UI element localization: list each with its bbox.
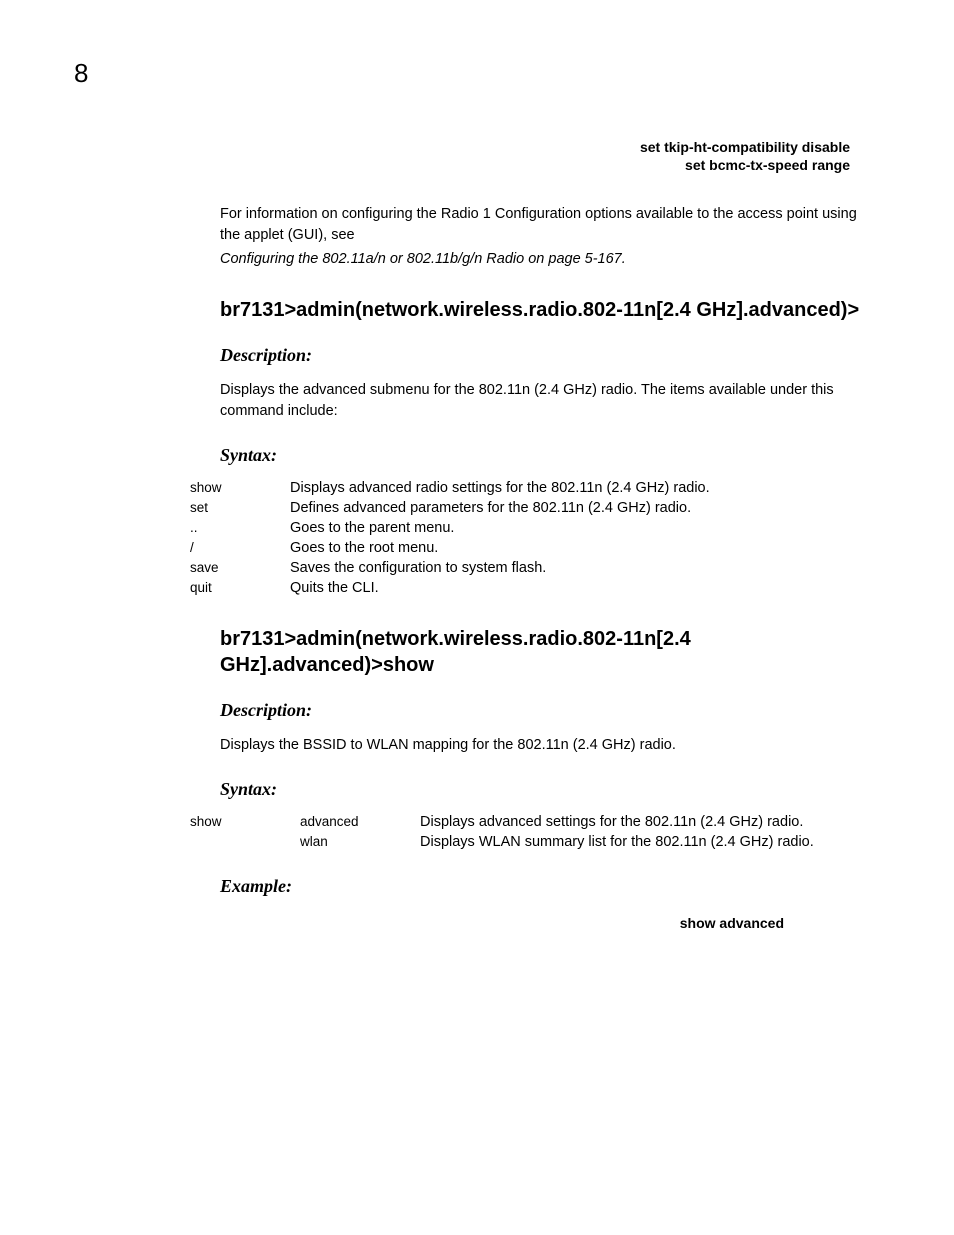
syntax-desc: Goes to the root menu.: [290, 540, 438, 556]
description-text-1: Displays the advanced submenu for the 80…: [220, 380, 880, 421]
syntax-label-2: Syntax:: [220, 779, 880, 800]
syntax-row: quit Quits the CLI.: [190, 580, 880, 596]
syntax-label-1: Syntax:: [220, 445, 880, 466]
syntax-desc: Defines advanced parameters for the 802.…: [290, 500, 691, 516]
syntax-row: wlan Displays WLAN summary list for the …: [190, 834, 880, 850]
syntax-cmd: set: [190, 500, 290, 516]
syntax-cmd: quit: [190, 580, 290, 596]
example-label: Example:: [220, 876, 880, 897]
syntax-desc: Displays advanced radio settings for the…: [290, 480, 710, 496]
page-number: 8: [74, 58, 88, 89]
intro-paragraph: For information on configuring the Radio…: [220, 204, 880, 245]
syntax-cmd-col1: show: [190, 814, 300, 830]
syntax-row: / Goes to the root menu.: [190, 540, 880, 556]
description-text-2: Displays the BSSID to WLAN mapping for t…: [220, 735, 880, 755]
syntax-cmd-col2: wlan: [300, 834, 420, 850]
syntax-cmd-col1: [190, 834, 300, 850]
section-heading-2: br7131>admin(network.wireless.radio.802-…: [220, 626, 880, 678]
syntax-desc: Quits the CLI.: [290, 580, 379, 596]
syntax-cmd: save: [190, 560, 290, 576]
syntax-cmd: ..: [190, 520, 290, 536]
syntax-table-1: show Displays advanced radio settings fo…: [190, 480, 880, 596]
syntax-desc: Saves the configuration to system flash.: [290, 560, 546, 576]
syntax-row: .. Goes to the parent menu.: [190, 520, 880, 536]
code-line: set bcmc-tx-speed range: [220, 156, 850, 174]
code-line: set tkip-ht-compatibility disable: [220, 138, 850, 156]
section-heading-1: br7131>admin(network.wireless.radio.802-…: [220, 297, 880, 323]
syntax-row: show Displays advanced radio settings fo…: [190, 480, 880, 496]
syntax-cmd: /: [190, 540, 290, 556]
syntax-cmd-col2: advanced: [300, 814, 420, 830]
description-label-2: Description:: [220, 700, 880, 721]
description-label-1: Description:: [220, 345, 880, 366]
syntax-desc: Displays WLAN summary list for the 802.1…: [420, 834, 814, 850]
syntax-row: show advanced Displays advanced settings…: [190, 814, 880, 830]
syntax-row: set Defines advanced parameters for the …: [190, 500, 880, 516]
example-code: show advanced: [220, 915, 880, 931]
intro-reference: Configuring the 802.11a/n or 802.11b/g/n…: [220, 249, 880, 269]
syntax-desc: Displays advanced settings for the 802.1…: [420, 814, 803, 830]
code-block-top: set tkip-ht-compatibility disable set bc…: [220, 138, 880, 174]
syntax-desc: Goes to the parent menu.: [290, 520, 454, 536]
syntax-table-2: show advanced Displays advanced settings…: [190, 814, 880, 850]
syntax-cmd: show: [190, 480, 290, 496]
page-content: set tkip-ht-compatibility disable set bc…: [220, 138, 880, 931]
syntax-row: save Saves the configuration to system f…: [190, 560, 880, 576]
